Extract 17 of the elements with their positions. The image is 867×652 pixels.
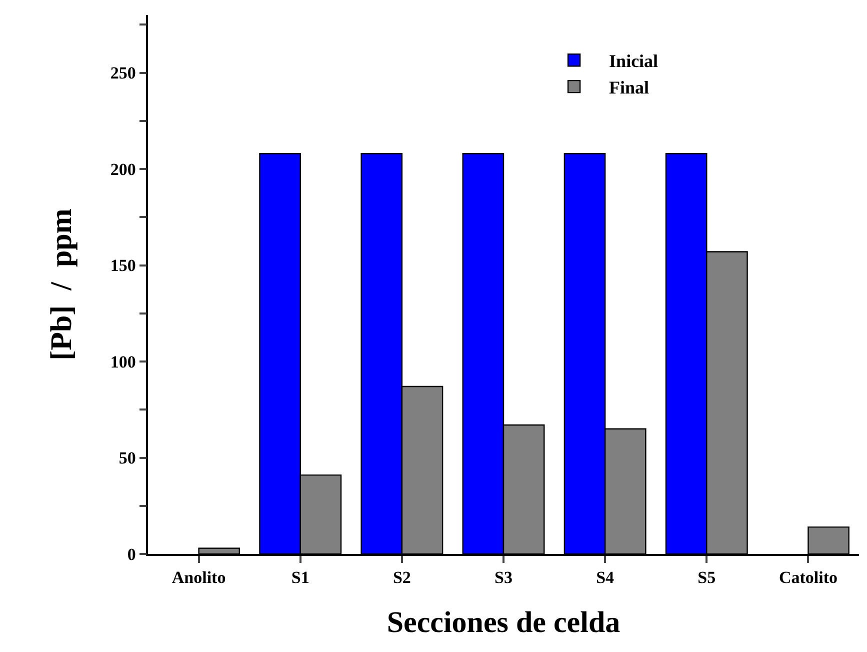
y-axis-title: [Pb] / ppm [44, 208, 78, 360]
y-tick-label: 250 [110, 64, 136, 83]
x-tick-label: S4 [596, 568, 615, 588]
legend-label: Inicial [609, 51, 658, 72]
x-tick-label: S1 [291, 568, 310, 588]
y-tick-label: 50 [118, 448, 136, 468]
y-tick-label: 200 [110, 160, 136, 179]
y-tick-label: 100 [110, 352, 136, 372]
legend-label: Final [609, 78, 650, 98]
x-tick-label: S2 [392, 568, 411, 588]
x-tick-label: S3 [494, 568, 512, 588]
y-tick-label: 0 [127, 544, 136, 564]
x-tick-label: Anolito [172, 568, 226, 588]
x-tick-label: Catolito [778, 568, 838, 588]
x-axis-title: Secciones de celda [386, 606, 620, 640]
x-tick-label: S5 [698, 568, 716, 588]
y-tick-label: 150 [110, 256, 136, 276]
